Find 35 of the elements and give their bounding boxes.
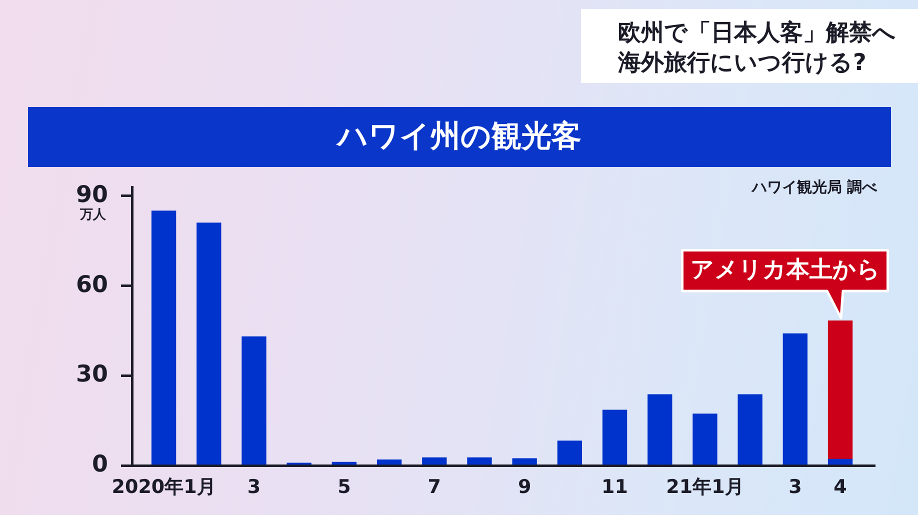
chart-title: ハワイ州の観光客 <box>338 119 582 154</box>
bar <box>332 462 357 465</box>
bar <box>828 320 853 460</box>
bar <box>242 336 266 465</box>
bar <box>376 459 402 465</box>
bar <box>648 394 672 465</box>
x-tick-label: 3 <box>247 476 261 498</box>
bar <box>512 458 537 465</box>
text: アメリカ本土から <box>690 256 880 286</box>
bar <box>557 440 582 465</box>
x-tick-label: 2020年1月 <box>112 476 216 498</box>
y-axis-title: 万人 <box>79 207 107 222</box>
bar <box>692 414 718 465</box>
x-tick-label: 7 <box>428 476 442 498</box>
x-tick-label: 5 <box>338 476 351 498</box>
annotation: ハワイ観光局 調べ <box>752 178 877 196</box>
x-tick-label: 9 <box>518 476 532 498</box>
bar <box>422 457 447 465</box>
x-tick-label: 11 <box>602 476 628 498</box>
text: 海外旅行にいつ行ける? <box>618 50 866 76</box>
bar <box>151 210 176 465</box>
y-tick-label: 90 <box>76 182 108 208</box>
x-tick-label: 3 <box>788 476 802 498</box>
y-tick-label: 0 <box>92 451 108 478</box>
y-tick-label: 60 <box>76 272 108 298</box>
y-tick-label: 30 <box>76 362 108 388</box>
bar <box>602 410 628 465</box>
text: 欧州で「日本人客」解禁へ <box>618 20 896 46</box>
x-tick-label: 4 <box>834 476 847 498</box>
bar <box>782 333 808 465</box>
bar <box>738 394 762 465</box>
bar <box>467 457 492 465</box>
bar <box>828 458 853 465</box>
bar <box>196 222 222 465</box>
x-tick-label: 21年1月 <box>666 476 744 498</box>
